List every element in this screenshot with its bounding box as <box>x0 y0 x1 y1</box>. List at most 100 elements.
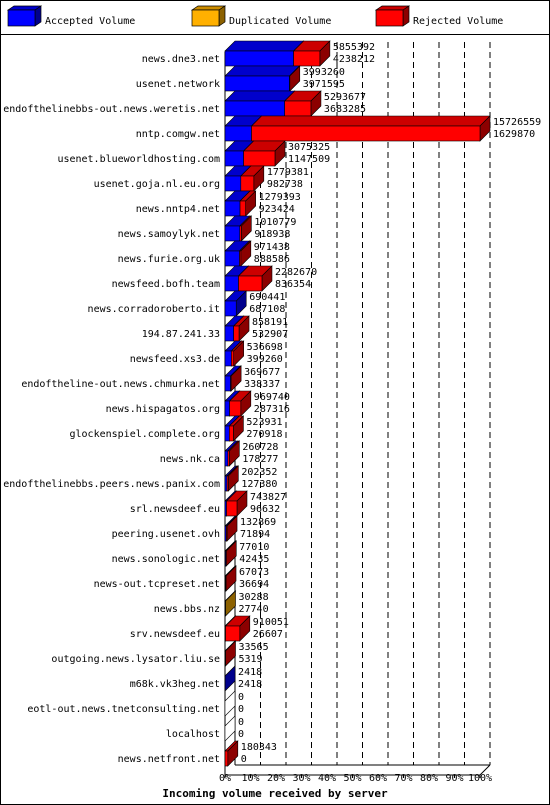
value-total: 1779381 <box>267 167 309 178</box>
bar-row <box>224 340 245 367</box>
value-accepted: 338337 <box>244 379 280 390</box>
value-accepted: 3683285 <box>324 104 366 115</box>
server-label: news.nntp4.net <box>136 204 220 215</box>
bar-rejected <box>225 515 238 542</box>
server-label: news.samoylyk.net <box>118 229 220 240</box>
server-label: peering.usenet.ovh <box>112 529 220 540</box>
value-total: 5855392 <box>333 42 375 53</box>
bar-row <box>224 740 239 767</box>
value-total: 33565 <box>239 642 269 653</box>
legend-label: Rejected Volume <box>413 16 503 27</box>
bar-row <box>224 490 248 517</box>
value-accepted: 4238212 <box>333 54 375 65</box>
bar-row <box>224 115 491 142</box>
bar-rejected <box>238 240 252 267</box>
bar-row <box>224 565 237 592</box>
value-total: 858191 <box>252 317 288 328</box>
value-accepted: 178277 <box>242 454 278 465</box>
bar-rejected <box>224 565 237 592</box>
bar-row <box>224 390 252 417</box>
value-total: 536698 <box>247 342 283 353</box>
value-accepted: 0 <box>238 704 244 715</box>
bar-row <box>224 165 265 192</box>
value-accepted: 399260 <box>247 354 283 365</box>
bar-row <box>224 465 240 492</box>
bar-rejected <box>283 90 322 117</box>
bar-rejected <box>240 165 265 192</box>
bar-row <box>224 665 236 692</box>
bar-rejected <box>292 40 331 67</box>
value-total: 690441 <box>249 292 285 303</box>
bar-row <box>224 65 301 92</box>
server-label: usenet.network <box>136 79 220 90</box>
bar-row <box>224 190 257 217</box>
bar-rejected <box>242 140 286 167</box>
server-label: nntp.comgw.net <box>136 129 220 140</box>
value-accepted: 71894 <box>240 529 270 540</box>
value-accepted: 923424 <box>259 204 295 215</box>
legend-swatch-side <box>218 5 226 27</box>
bar-rejected <box>237 265 273 292</box>
value-accepted: 836354 <box>275 279 311 290</box>
value-accepted: 0 <box>238 729 244 740</box>
value-total: 260728 <box>242 442 278 453</box>
x-tick-label: 30% <box>292 773 310 784</box>
value-total: 30288 <box>239 592 269 603</box>
bar-rejected <box>225 490 248 517</box>
x-tick-label: 40% <box>318 773 336 784</box>
value-accepted: 287316 <box>254 404 290 415</box>
server-label: news.hispagatos.org <box>106 404 220 415</box>
value-total: 2282670 <box>275 267 317 278</box>
value-total: 77010 <box>239 542 269 553</box>
value-accepted: 26607 <box>253 629 283 640</box>
legend-swatch <box>7 9 36 27</box>
value-total: 3993260 <box>303 67 345 78</box>
value-accepted: 0 <box>241 754 247 765</box>
bar-rejected <box>225 540 237 567</box>
x-tick-label: 90% <box>445 773 463 784</box>
server-label: glockenspiel.complete.org <box>69 429 220 440</box>
bar-row <box>224 90 322 117</box>
value-total: 971438 <box>254 242 290 253</box>
server-label: eotl-out.news.tnetconsulting.net <box>27 704 220 715</box>
value-accepted: 918938 <box>254 229 290 240</box>
value-accepted: 36694 <box>239 579 269 590</box>
value-total: 3075325 <box>288 142 330 153</box>
server-label: usenet.blueworldhosting.com <box>57 154 220 165</box>
x-tick-label: 80% <box>420 773 438 784</box>
bar-empty <box>224 715 236 742</box>
bar-row <box>224 690 236 717</box>
bar-row <box>224 265 273 292</box>
bar-row <box>224 240 252 267</box>
value-total: 67073 <box>239 567 269 578</box>
legend-item-2: Duplicated Volume <box>190 5 331 27</box>
value-total: 180343 <box>241 742 277 753</box>
bar-rejected <box>250 115 491 142</box>
value-total: 132869 <box>240 517 276 528</box>
grid <box>224 42 491 776</box>
legend-label: Accepted Volume <box>45 16 135 27</box>
bar-rejected <box>230 340 245 367</box>
server-label: news.sonologic.net <box>112 554 220 565</box>
server-label: news.netfront.net <box>118 754 220 765</box>
floor-edge <box>479 764 491 776</box>
bar-row <box>224 215 253 242</box>
server-label: usenet.goja.nl.eu.org <box>94 179 220 190</box>
value-accepted: 1147509 <box>288 154 330 165</box>
value-accepted: 687108 <box>249 304 285 315</box>
x-tick-label: 10% <box>241 773 259 784</box>
bar-empty <box>224 690 236 717</box>
bar-row <box>224 515 238 542</box>
server-label: news.furie.org.uk <box>118 254 220 265</box>
x-tick-label: 60% <box>369 773 387 784</box>
legend-swatch <box>375 9 404 27</box>
x-tick-label: 70% <box>394 773 412 784</box>
value-total: 1279393 <box>259 192 301 203</box>
bar-accepted <box>224 665 236 692</box>
bar-row <box>224 290 247 317</box>
value-accepted: 5319 <box>239 654 263 665</box>
bar-rejected <box>239 215 253 242</box>
bar-rejected <box>232 315 250 342</box>
